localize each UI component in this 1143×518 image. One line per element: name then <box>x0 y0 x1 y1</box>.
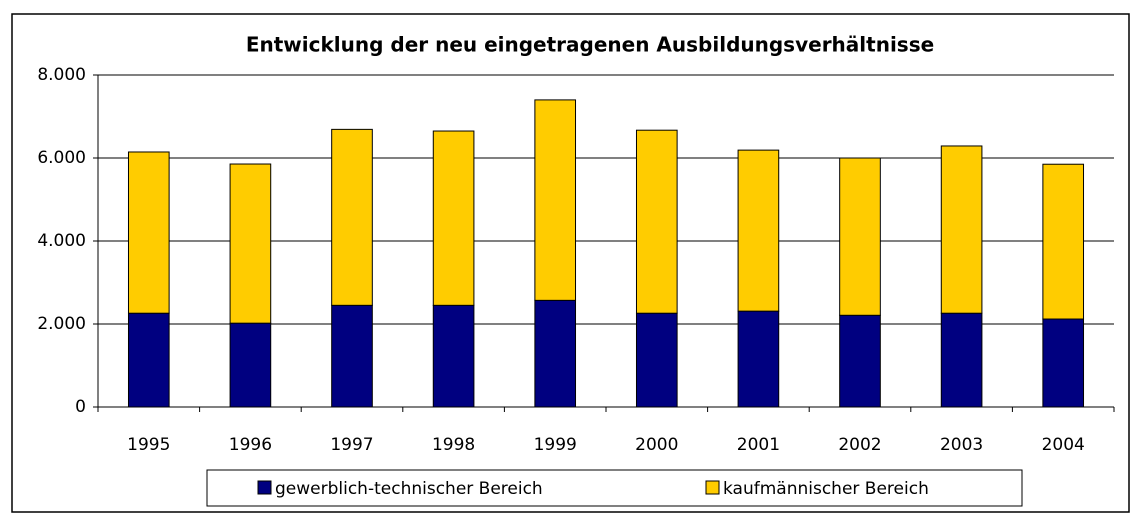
bar-segment <box>839 314 881 408</box>
bar-segment <box>1042 163 1085 320</box>
x-tick-label: 2002 <box>838 435 881 455</box>
legend-label: gewerblich-technischer Bereich <box>275 479 543 499</box>
x-tick-label: 2004 <box>1042 435 1085 455</box>
bar-segment <box>432 304 475 408</box>
bar-segment <box>229 322 272 408</box>
x-tick-label: 2003 <box>940 435 983 455</box>
chart-title: Entwicklung der neu eingetragenen Ausbil… <box>246 33 934 57</box>
bar-segment <box>331 128 373 306</box>
bar-segment <box>534 99 577 301</box>
bar-segment <box>940 145 983 314</box>
legend-label: kaufmännischer Bereich <box>723 479 929 499</box>
x-tick-label: 1999 <box>534 435 577 455</box>
x-tick-label: 1997 <box>330 435 373 455</box>
bar-segment <box>229 163 272 324</box>
bar-segment <box>127 151 170 314</box>
y-tick-label: 8.000 <box>37 65 86 85</box>
bar-segment <box>534 299 577 408</box>
y-tick-label: 0 <box>75 397 86 417</box>
x-tick-label: 1998 <box>432 435 475 455</box>
x-tick-label: 1995 <box>127 435 170 455</box>
bar-segment <box>635 312 678 408</box>
bar-segment <box>940 312 983 408</box>
legend-box <box>206 469 1023 507</box>
legend-swatch <box>705 480 720 495</box>
bar-segment <box>127 312 170 408</box>
y-tick-label: 6.000 <box>37 148 86 168</box>
bar-segment <box>839 157 881 316</box>
x-tick-label: 1996 <box>229 435 272 455</box>
bar-segment <box>737 310 780 408</box>
bar-segment <box>1042 318 1085 408</box>
bar-segment <box>635 129 678 314</box>
y-tick-label: 2.000 <box>37 314 86 334</box>
bar-segment <box>432 130 475 306</box>
x-tick-label: 2001 <box>737 435 780 455</box>
bar-segment <box>737 149 780 312</box>
x-tick-label: 2000 <box>635 435 678 455</box>
y-tick-label: 4.000 <box>37 231 86 251</box>
bar-segment <box>331 304 373 408</box>
legend-swatch <box>257 480 272 495</box>
